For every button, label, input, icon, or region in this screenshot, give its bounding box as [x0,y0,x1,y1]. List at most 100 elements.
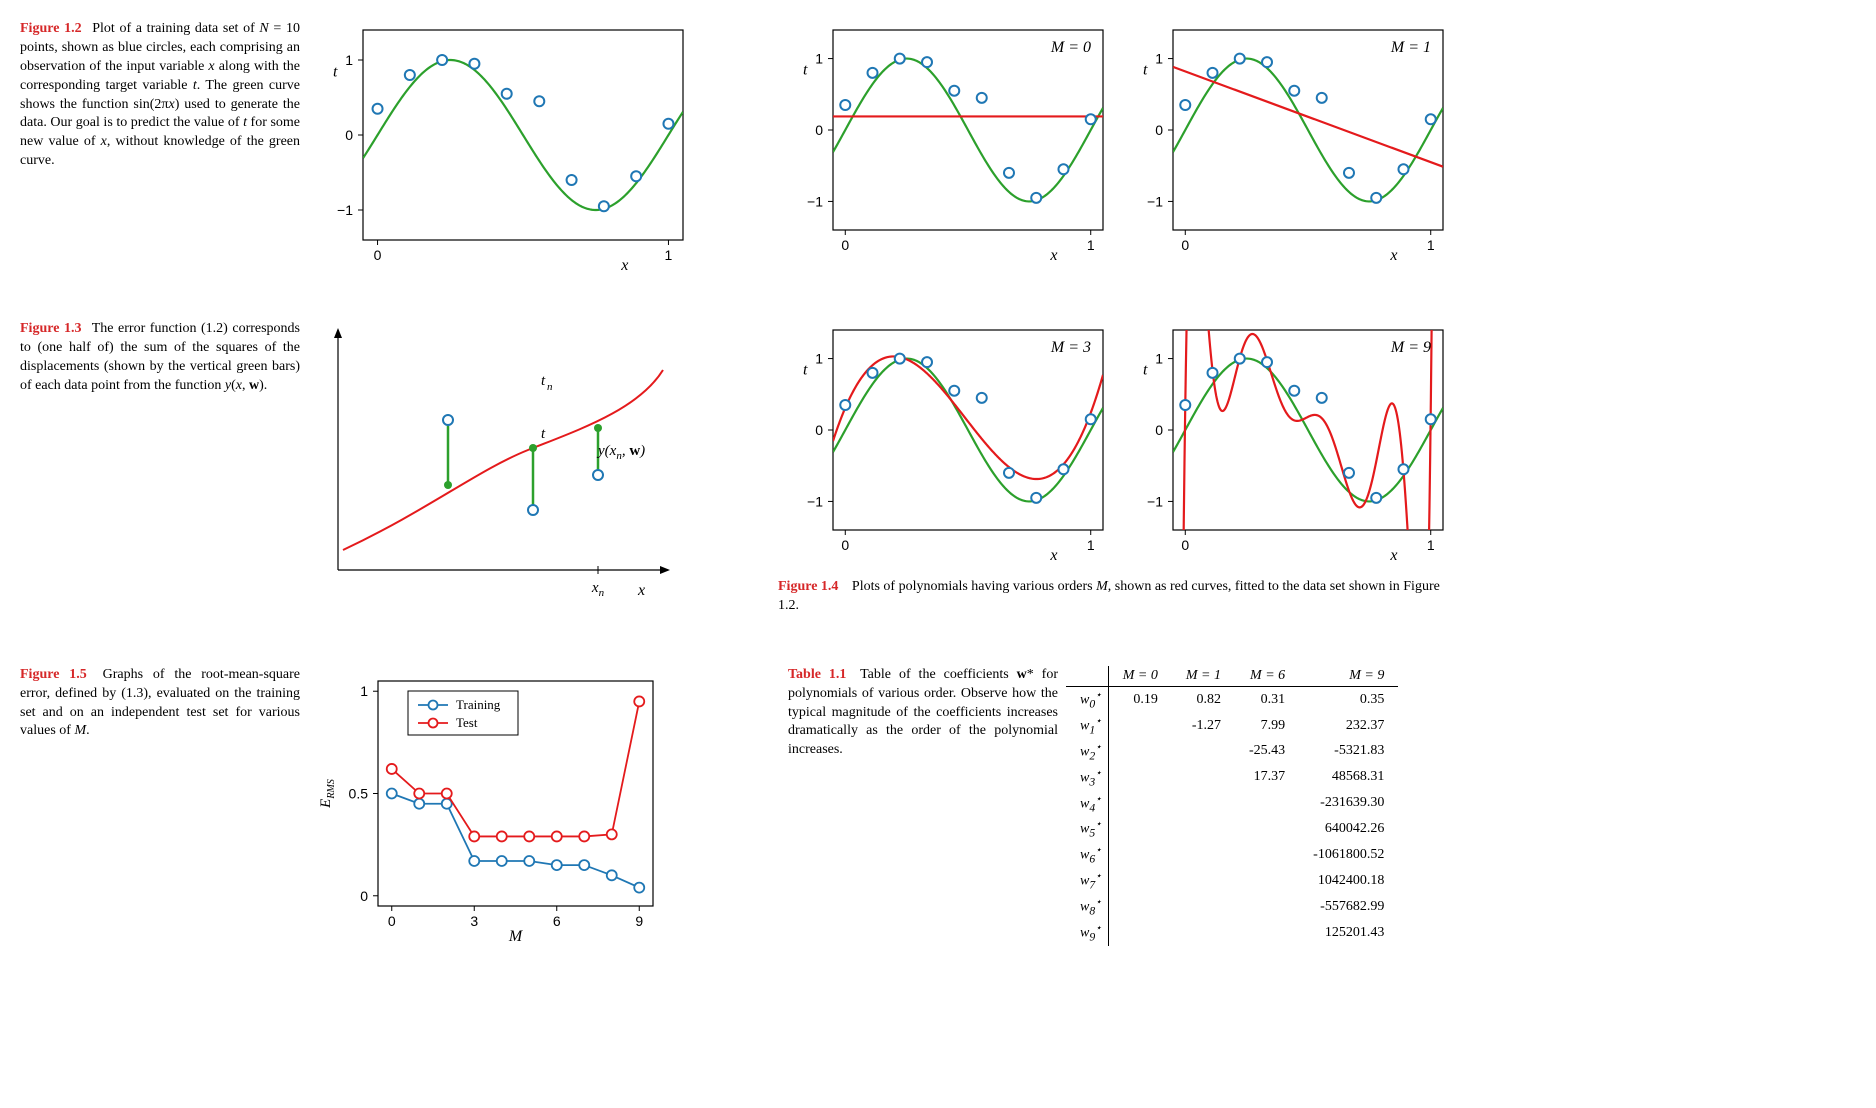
table-cell [1108,842,1172,868]
svg-text:M = 1: M = 1 [1390,39,1431,56]
svg-text:0: 0 [815,122,823,138]
svg-text:y(xn, w): y(xn, w) [596,443,645,462]
table-cell [1108,816,1172,842]
svg-text:3: 3 [470,913,478,929]
table-cell: 640042.26 [1299,816,1398,842]
svg-text:1: 1 [1087,537,1095,553]
table-cell [1108,739,1172,765]
table-header-m0: M = 0 [1108,666,1172,686]
svg-text:0: 0 [841,537,849,553]
svg-text:0: 0 [1155,122,1163,138]
table-cell [1172,790,1235,816]
fig-1-2-caption: Figure 1.2 Plot of a training data set o… [20,20,300,280]
svg-text:Test: Test [456,715,478,730]
svg-text:0: 0 [1155,422,1163,438]
table-cell [1108,713,1172,739]
svg-text:6: 6 [553,913,561,929]
fig-1-4-panel-m3: −10101txM = 3 [778,320,1118,570]
table-cell: -557682.99 [1299,894,1398,920]
svg-text:−1: −1 [337,202,353,218]
svg-text:t: t [803,61,808,78]
table-cell [1235,842,1299,868]
svg-text:M = 0: M = 0 [1050,39,1091,56]
svg-text:1: 1 [360,683,368,699]
table-1-1-block: Table 1.1 Table of the coefficients w* f… [788,666,1398,946]
svg-text:M = 9: M = 9 [1390,339,1431,356]
svg-text:0: 0 [374,247,382,263]
fig-1-4-panel-m0: −10101txM = 0 [778,20,1118,280]
table-header-m9: M = 9 [1299,666,1398,686]
svg-text:x: x [1049,247,1057,264]
svg-text:0: 0 [388,913,396,929]
table-cell: 232.37 [1299,713,1398,739]
fig-1-5-title: Figure 1.5 [20,667,87,682]
table-cell: -1.27 [1172,713,1235,739]
svg-text:0: 0 [1181,537,1189,553]
svg-text:t: t [541,373,546,389]
table-cell [1108,790,1172,816]
svg-text:M = 3: M = 3 [1050,339,1091,356]
table-cell [1172,764,1235,790]
svg-text:−1: −1 [807,193,823,209]
fig-1-3-caption: Figure 1.3 The error function (1.2) corr… [20,320,300,616]
table-cell: 125201.43 [1299,920,1398,946]
table-rowhead-w7: w7⋆ [1066,868,1108,894]
svg-text:1: 1 [665,247,673,263]
table-header-m1: M = 1 [1172,666,1235,686]
svg-text:0: 0 [345,127,353,143]
table-rowhead-w8: w8⋆ [1066,894,1108,920]
svg-text:0: 0 [360,888,368,904]
fig-1-4-title: Figure 1.4 [778,579,838,594]
table-cell [1172,920,1235,946]
svg-text:−1: −1 [1147,193,1163,209]
svg-text:x: x [620,257,628,274]
table-cell [1235,894,1299,920]
table-cell [1108,894,1172,920]
table-cell [1172,868,1235,894]
fig-1-3-title: Figure 1.3 [20,321,81,336]
svg-text:t: t [333,63,338,80]
table-rowhead-w2: w2⋆ [1066,739,1108,765]
table-cell [1235,816,1299,842]
fig-1-3-chart: ttny(xn, w)xxn [308,320,698,616]
svg-text:x: x [1389,247,1397,264]
svg-text:x: x [1049,547,1057,564]
table-cell: -25.43 [1235,739,1299,765]
svg-text:1: 1 [345,52,353,68]
svg-text:0: 0 [841,237,849,253]
fig-1-2-caption-text: Plot of a training data set of N = 10 po… [20,21,300,168]
table-rowhead-w5: w5⋆ [1066,816,1108,842]
table-rowhead-w4: w4⋆ [1066,790,1108,816]
table-rowhead-w3: w3⋆ [1066,764,1108,790]
fig-1-5-caption: Figure 1.5 Graphs of the root-mean-squar… [20,666,300,946]
table-rowhead-w0: w0⋆ [1066,686,1108,712]
table-cell [1235,868,1299,894]
table-cell [1108,868,1172,894]
fig-1-4-caption-text: Plots of polynomials having various orde… [778,579,1440,613]
svg-text:xn: xn [591,580,605,599]
table-rowhead-w1: w1⋆ [1066,713,1108,739]
svg-text:1: 1 [1427,237,1435,253]
svg-text:0: 0 [1181,237,1189,253]
svg-text:0.5: 0.5 [349,785,369,801]
svg-text:ERMS: ERMS [318,779,337,809]
table-cell: 0.31 [1235,686,1299,712]
table-cell [1108,764,1172,790]
table-cell [1235,790,1299,816]
svg-text:1: 1 [815,51,823,67]
svg-text:n: n [547,381,553,393]
svg-text:−1: −1 [807,493,823,509]
fig-1-5-chart: 036900.51MERMSTrainingTest [308,666,668,946]
svg-text:t: t [541,426,546,442]
svg-text:1: 1 [1155,51,1163,67]
table-cell: -231639.30 [1299,790,1398,816]
table-cell [1235,920,1299,946]
coefficients-table: M = 0M = 1M = 6M = 9w0⋆0.190.820.310.35w… [1066,666,1398,946]
table-cell [1172,894,1235,920]
svg-text:M: M [508,928,524,945]
fig-1-2-title: Figure 1.2 [20,21,82,36]
svg-text:1: 1 [1087,237,1095,253]
table-cell: 48568.31 [1299,764,1398,790]
svg-text:−1: −1 [1147,493,1163,509]
table-cell [1172,842,1235,868]
